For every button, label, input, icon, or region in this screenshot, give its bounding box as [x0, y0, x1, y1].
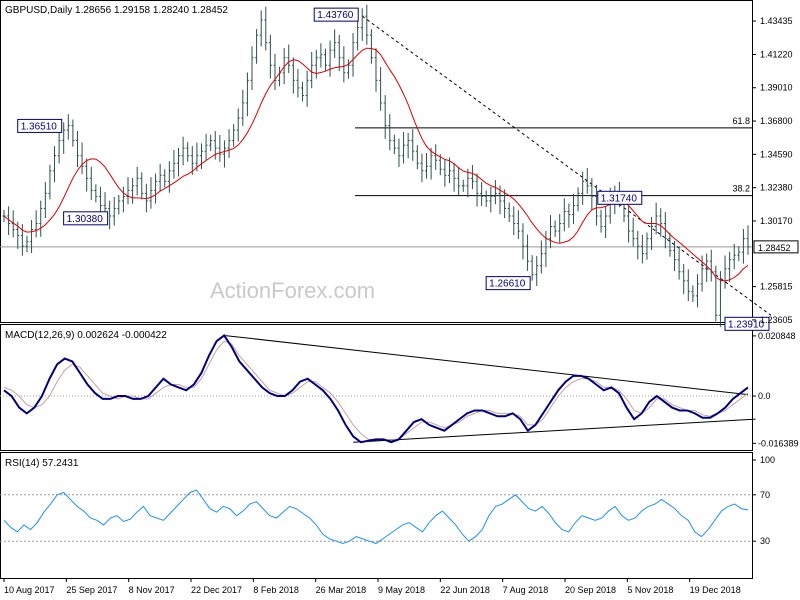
- date-tick-label: 8 Nov 2017: [129, 585, 175, 595]
- annotation-text: 1.30380: [67, 214, 104, 225]
- date-tick-label: 5 Nov 2018: [627, 585, 673, 595]
- macd-ytick-label: 0.0: [758, 391, 771, 401]
- rsi-line: [3, 489, 749, 545]
- rsi-ytick-label: 30: [760, 536, 770, 546]
- price-annotation: 1.36510: [17, 118, 63, 133]
- macd-title: MACD(12,26,9) 0.002624 -0.000422: [5, 330, 167, 341]
- price-annotation: 1.26610: [485, 276, 531, 291]
- price-layer: 61.8 38.2 1.43760 1.36510 1.30380 1.26610 1.31…: [0, 4, 772, 331]
- macd-ytick-label: -0.016389: [758, 438, 799, 448]
- current-price-text: 1.28452: [758, 243, 791, 253]
- date-tick-label: 19 Dec 2018: [690, 585, 741, 595]
- date-tick-label: 9 May 2018: [378, 585, 425, 595]
- fib-level-label: 61.8: [732, 116, 750, 126]
- annotation-box: [17, 118, 63, 133]
- annotation-box: [597, 190, 643, 205]
- macd-panel: [0, 324, 753, 451]
- annotation-box: [485, 276, 531, 291]
- price-ytick-label: 1.36800: [760, 116, 793, 126]
- price-ytick-label: 1.23605: [760, 315, 793, 325]
- price-annotation: 1.31740: [597, 190, 643, 205]
- price-ytick-label: 1.25815: [760, 282, 793, 292]
- price-ytick-label: 1.39010: [760, 83, 793, 93]
- price-trendline: [361, 15, 772, 316]
- rsi-panel: [0, 452, 753, 579]
- annotation-box: [63, 211, 109, 226]
- price-ytick-label: 1.32380: [760, 183, 793, 193]
- date-tick-label: 22 Jun 2018: [440, 585, 490, 595]
- date-tick-label: 20 Sep 2018: [565, 585, 616, 595]
- macd-trendline: [224, 334, 749, 396]
- fib-level-label: 38.2: [732, 184, 750, 194]
- current-price-box: [753, 240, 799, 254]
- date-tick-label: 25 Sep 2017: [66, 585, 117, 595]
- watermark: ActionForex.com: [210, 278, 375, 303]
- macd-layer: [0, 333, 756, 444]
- current-price-tag: 1.28452: [753, 240, 799, 254]
- annotation-text: 1.43760: [317, 10, 354, 21]
- macd-ytick-label: 0.020848: [758, 331, 796, 341]
- price-ytick-label: 1.41220: [760, 49, 793, 59]
- date-tick-label: 26 Mar 2018: [316, 585, 367, 595]
- date-axis: 10 Aug 2017 25 Sep 2017 8 Nov 2017 22 Dec 2…: [3, 578, 741, 595]
- annotation-text: 1.31740: [601, 193, 638, 204]
- price-annotation: 1.30380: [63, 211, 109, 226]
- rsi-ytick-label: 100: [760, 455, 775, 465]
- annotation-text: 1.26610: [489, 279, 526, 290]
- rsi-ytick-label: 70: [760, 490, 770, 500]
- date-tick-label: 7 Aug 2018: [503, 585, 549, 595]
- macd-line: [3, 333, 749, 444]
- date-tick-label: 10 Aug 2017: [4, 585, 55, 595]
- rsi-layer: [0, 489, 752, 545]
- annotation-box: [313, 7, 359, 22]
- price-ytick-label: 1.43435: [760, 16, 793, 26]
- date-tick-label: 22 Dec 2017: [191, 585, 242, 595]
- rsi-title: RSI(14) 57.2431: [5, 458, 79, 469]
- annotation-box: [724, 316, 770, 331]
- axis-layer: 1.28452 1.43435 1.41220 1.39010 1.36800 1.345…: [752, 16, 799, 546]
- price-header: GBPUSD,Daily 1.28656 1.29158 1.28240 1.2…: [5, 5, 228, 16]
- price-ytick-label: 1.34590: [760, 149, 793, 159]
- macd-trendline: [353, 418, 756, 443]
- annotation-text: 1.36510: [21, 121, 58, 132]
- price-annotation: 1.43760: [313, 7, 359, 22]
- date-tick-label: 8 Feb 2018: [253, 585, 299, 595]
- price-ytick-label: 1.30170: [760, 216, 793, 226]
- price-annotation: 1.23910: [724, 316, 770, 331]
- annotation-text: 1.23910: [728, 319, 765, 330]
